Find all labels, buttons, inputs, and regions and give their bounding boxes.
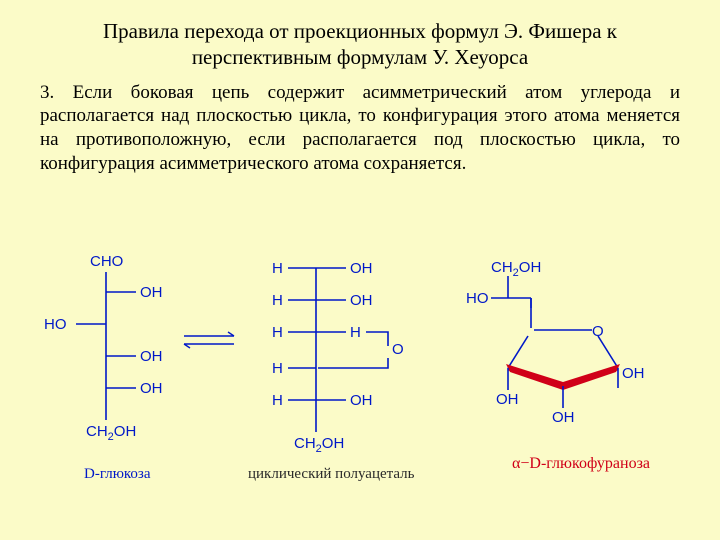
label-h: H [272, 324, 283, 341]
label-oh: OH [496, 391, 519, 408]
slide-title: Правила перехода от проекционных формул … [0, 0, 720, 77]
equilibrium-arrows-icon [184, 332, 234, 348]
label-oh: OH [552, 409, 575, 426]
label-oh: OH [140, 348, 163, 365]
label-cho: CHO [90, 253, 123, 270]
label-h: H [272, 260, 283, 277]
fischer-glucose: CHO OH HO OH OH CH2OH [44, 253, 163, 443]
label-oh: OH [350, 260, 373, 277]
label-ch2oh: CH2OH [294, 435, 344, 455]
label-h: H [272, 360, 283, 377]
haworth-furanose: O CH2OH HO OH OH OH [466, 259, 645, 426]
label-h: H [350, 324, 361, 341]
slide-body: 3. Если боковая цепь содержит асимметрич… [0, 77, 720, 176]
caption-furanose: α−D-глюкофураноза [512, 455, 650, 472]
label-ho: HO [466, 290, 489, 307]
label-ch2oh: CH2OH [86, 423, 136, 443]
label-oh: OH [350, 392, 373, 409]
label-ho: HO [44, 316, 67, 333]
label-oh: OH [140, 284, 163, 301]
label-o: O [392, 341, 404, 358]
body-text: Если боковая цепь содержит асимметрическ… [40, 82, 680, 174]
cyclic-hemiacetal: H OH H OH H H H H OH O CH2OH [272, 260, 404, 455]
caption-d-glucose: D-глюкоза [84, 466, 151, 482]
label-oh: OH [350, 292, 373, 309]
label-h: H [272, 392, 283, 409]
label-oh: OH [622, 365, 645, 382]
label-h: H [272, 292, 283, 309]
chemistry-figure: CHO OH HO OH OH CH2OH D-глюкоза H OH H [36, 250, 684, 510]
label-ch2oh: CH2OH [491, 259, 541, 279]
caption-hemiacetal: циклический полуацеталь [248, 466, 415, 482]
label-o: O [592, 323, 604, 340]
ring: O [506, 323, 620, 390]
body-prefix: 3. [40, 82, 73, 103]
label-oh: OH [140, 380, 163, 397]
